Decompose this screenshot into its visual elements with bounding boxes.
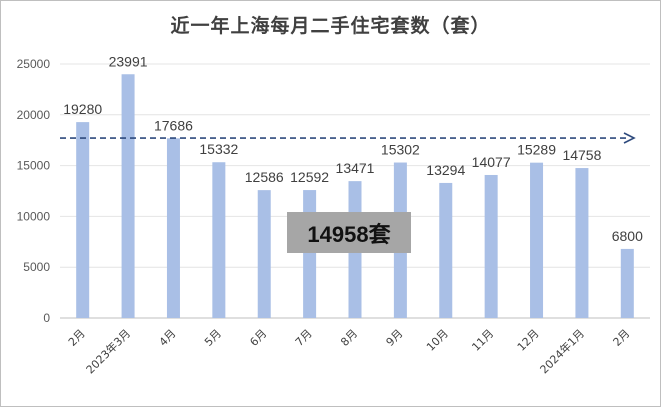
y-tick-label: 20000	[17, 108, 51, 122]
bar	[303, 190, 317, 318]
x-tick-label: 9月	[384, 327, 406, 349]
data-label: 15332	[199, 141, 238, 157]
data-label: 13471	[336, 160, 375, 176]
bars	[76, 74, 634, 319]
bar	[439, 182, 453, 318]
x-tick-label: 10月	[424, 327, 451, 354]
data-label: 14077	[472, 154, 511, 170]
x-tick-label: 2023年3月	[83, 326, 133, 376]
data-label: 12592	[290, 169, 329, 185]
data-label: 15302	[381, 142, 420, 158]
average-line-arrow-icon	[623, 132, 636, 144]
bar	[212, 162, 226, 318]
x-tick-label: 11月	[469, 327, 496, 354]
x-tick-label: 7月	[293, 327, 315, 349]
average-line-group	[60, 132, 636, 144]
x-tick-label: 5月	[202, 327, 224, 349]
data-label: 12586	[245, 169, 284, 185]
bar	[121, 74, 135, 319]
bar	[575, 168, 589, 318]
x-tick-label: 2024年1月	[537, 326, 587, 376]
bar	[76, 122, 90, 318]
bar	[620, 248, 634, 318]
data-label: 14758	[562, 147, 601, 163]
bar	[257, 190, 271, 318]
x-tick-label: 4月	[157, 327, 179, 349]
y-axis-ticks: 0 5000 10000 15000 20000 25000	[17, 57, 51, 325]
x-tick-label: 12月	[515, 327, 542, 354]
data-label: 23991	[109, 53, 148, 69]
x-tick-label: 8月	[338, 327, 360, 349]
y-tick-label: 15000	[17, 159, 51, 173]
y-tick-label: 5000	[23, 260, 50, 274]
data-labels: 19280 23991 17686 15332 12586 12592 13471 15302…	[63, 53, 643, 244]
data-label: 13294	[426, 162, 465, 178]
chart-title: 近一年上海每月二手住宅套数（套）	[170, 15, 491, 37]
x-tick-label: 2月	[66, 327, 88, 349]
data-label: 19280	[63, 101, 102, 117]
data-label: 17686	[154, 117, 193, 133]
x-tick-label: 6月	[247, 327, 269, 349]
data-label: 15289	[517, 142, 556, 158]
bar	[484, 174, 498, 318]
bar	[166, 138, 180, 318]
y-tick-label: 25000	[17, 57, 51, 71]
average-value-box: 14958套	[287, 212, 411, 253]
y-tick-label: 10000	[17, 209, 51, 223]
x-tick-label: 2月	[611, 327, 633, 349]
data-label: 6800	[612, 228, 643, 244]
bar	[530, 162, 544, 318]
y-tick-label: 0	[43, 311, 50, 325]
